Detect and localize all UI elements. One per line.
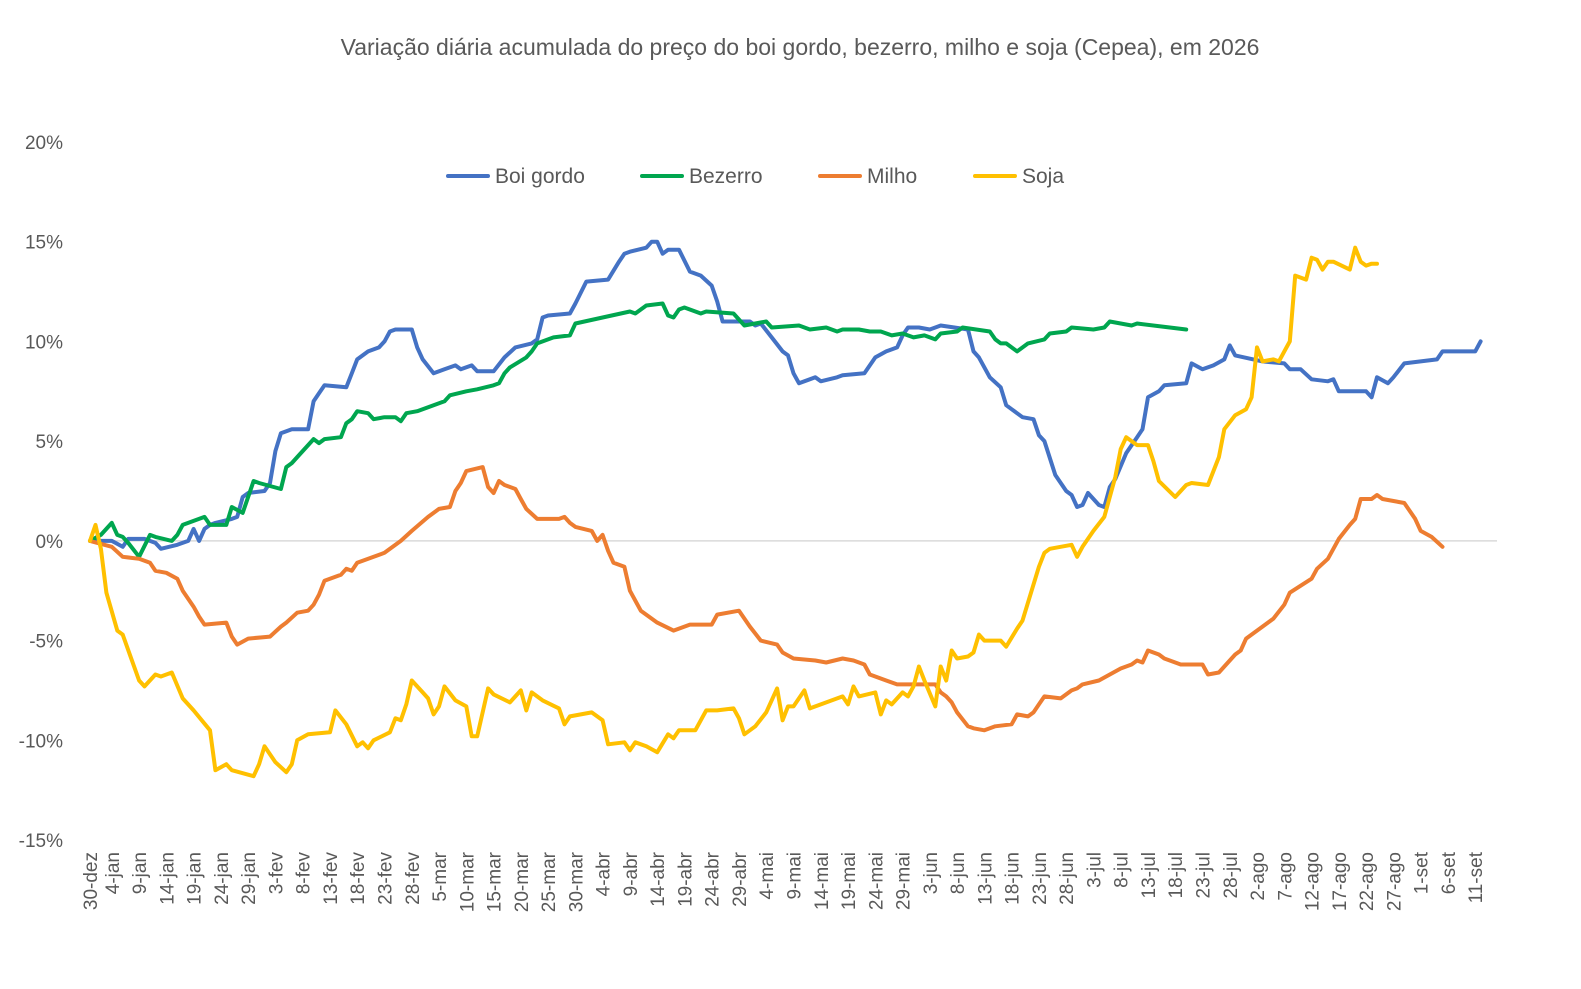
legend-label: Boi gordo <box>495 165 585 188</box>
x-tick-label: 4-jan <box>103 852 124 894</box>
y-tick-label: -15% <box>19 831 63 852</box>
x-tick-label: 7-ago <box>1275 852 1296 901</box>
x-tick-label: 4-mai <box>757 852 778 900</box>
x-tick-label: 14-mai <box>812 852 833 910</box>
x-tick-label: 13-jul <box>1139 852 1160 898</box>
x-tick-label: 23-fev <box>375 852 396 905</box>
y-tick-label: -5% <box>29 632 63 653</box>
x-tick-label: 9-jan <box>130 852 151 894</box>
series-line-bezerro <box>88 301 1189 559</box>
x-tick-label: 14-abr <box>648 851 669 907</box>
x-tick-label: 3-fev <box>266 852 287 895</box>
x-tick-label: 30-dez <box>81 852 102 910</box>
x-tick-label: 1-set <box>1412 851 1433 894</box>
x-tick-label: 5-mar <box>430 851 451 901</box>
x-tick-label: 9-abr <box>621 851 642 896</box>
x-tick-label: 13-jun <box>975 852 996 905</box>
x-tick-label: 24-jan <box>212 852 233 905</box>
y-axis: 20% 15% 10% 5% 0% -5% -10% -15% <box>19 133 63 852</box>
x-tick-label: 29-mai <box>894 852 915 910</box>
x-axis: 30-dez 4-jan 9-jan 14-jan 19-jan 24-jan 29-jan… <box>81 851 1487 912</box>
x-tick-label: 20-mar <box>512 851 533 912</box>
x-tick-label: 8-jun <box>948 852 969 894</box>
x-tick-label: 10-mar <box>457 851 478 912</box>
y-tick-label: 20% <box>25 133 63 154</box>
x-tick-label: 19-jan <box>185 852 206 905</box>
x-tick-label: 29-jan <box>239 852 260 905</box>
x-tick-label: 24-mai <box>866 852 887 910</box>
x-tick-label: 19-mai <box>839 852 860 910</box>
x-tick-label: 23-jun <box>1030 852 1051 905</box>
series-line-soja <box>88 245 1379 779</box>
legend-label: Soja <box>1022 165 1064 188</box>
x-tick-label: 27-ago <box>1384 852 1405 911</box>
legend-label: Milho <box>867 165 917 188</box>
x-tick-label: 12-ago <box>1303 852 1324 911</box>
x-tick-label: 25-mar <box>539 851 560 912</box>
x-tick-label: 19-abr <box>675 851 696 907</box>
legend-label: Bezerro <box>689 165 763 188</box>
series-line-milho <box>88 465 1445 733</box>
x-tick-label: 23-jul <box>1194 852 1215 898</box>
x-tick-label: 9-mai <box>785 852 806 900</box>
x-tick-label: 17-ago <box>1330 852 1351 911</box>
series-group <box>88 239 1483 779</box>
y-tick-label: 10% <box>25 332 63 353</box>
x-tick-label: 8-fev <box>294 852 315 895</box>
x-tick-label: 28-jun <box>1057 852 1078 905</box>
x-tick-label: 4-abr <box>594 851 615 896</box>
x-tick-label: 29-abr <box>730 851 751 907</box>
x-tick-label: 18-fev <box>348 852 369 905</box>
x-tick-label: 6-set <box>1439 851 1460 894</box>
x-tick-label: 30-mar <box>566 851 587 912</box>
x-tick-label: 14-jan <box>157 852 178 905</box>
x-tick-label: 15-mar <box>485 851 506 912</box>
x-tick-label: 18-jul <box>1166 852 1187 898</box>
x-tick-label: 3-jul <box>1084 852 1105 888</box>
series-line-boi-gordo <box>88 239 1483 551</box>
x-tick-label: 28-fev <box>403 852 424 905</box>
x-tick-label: 24-abr <box>703 851 724 907</box>
x-tick-label: 28-jul <box>1221 852 1242 898</box>
y-tick-label: 15% <box>25 233 63 254</box>
x-tick-label: 8-jul <box>1112 852 1133 888</box>
y-tick-label: 0% <box>36 532 64 553</box>
legend: Boi gordo Bezerro Milho Soja <box>446 165 1064 188</box>
x-tick-label: 11-set <box>1466 851 1487 903</box>
y-tick-label: 5% <box>36 432 64 453</box>
chart-title: Variação diária acumulada do preço do bo… <box>341 34 1260 60</box>
x-tick-label: 22-ago <box>1357 852 1378 911</box>
x-tick-label: 2-ago <box>1248 852 1269 901</box>
x-tick-label: 13-fev <box>321 852 342 905</box>
x-tick-label: 3-jun <box>921 852 942 894</box>
y-tick-label: -10% <box>19 731 63 752</box>
x-tick-label: 18-jun <box>1003 852 1024 905</box>
